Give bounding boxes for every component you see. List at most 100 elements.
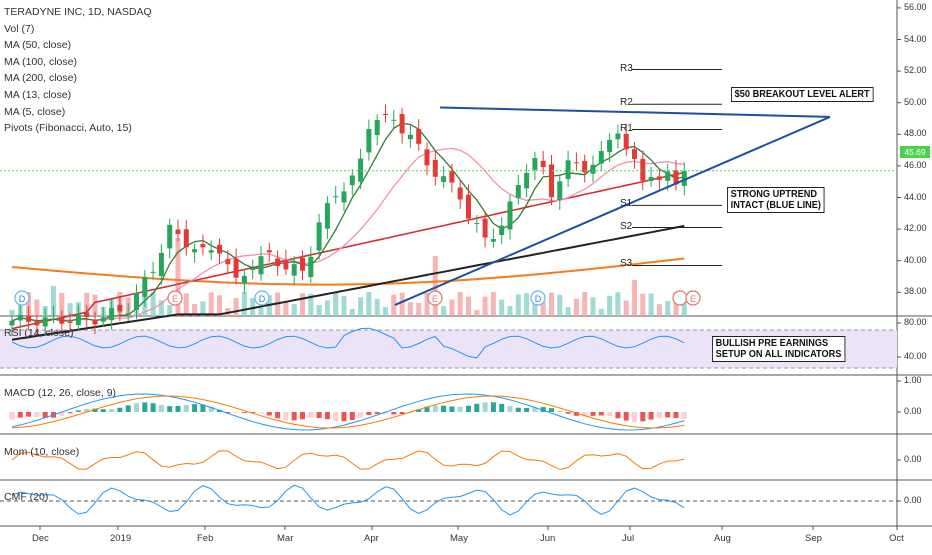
volume-bar	[183, 293, 189, 316]
study-ma5[interactable]: MA (5, close)	[4, 105, 66, 118]
macd-histogram-bar	[59, 412, 65, 417]
macd-histogram-bar	[17, 412, 23, 418]
dividend-marker[interactable]	[530, 290, 546, 306]
study-ma13[interactable]: MA (13, close)	[4, 88, 72, 101]
pivot-label-s3: S3	[620, 258, 633, 270]
study-ma200[interactable]: MA (200, close)	[4, 72, 77, 85]
macd-panel-label[interactable]: MACD (12, 26, close, 9)	[4, 387, 117, 399]
macd-histogram-bar	[241, 412, 247, 413]
bullish-note-line-2: SETUP ON ALL INDICATORS	[715, 349, 842, 360]
volume-bar	[84, 292, 90, 316]
earnings-marker[interactable]	[427, 290, 443, 306]
volume-bar	[532, 303, 538, 316]
breakout-alert-note[interactable]: $50 BREAKOUT LEVEL ALERT	[731, 87, 874, 102]
uptrend-note[interactable]: STRONG UPTREND INTACT (BLUE LINE)	[727, 187, 825, 213]
candle-body	[167, 224, 173, 249]
candle-body	[358, 158, 364, 182]
price-tick-label: 38.00	[904, 286, 927, 297]
study-pivots[interactable]: Pivots (Fibonacci, Auto, 15)	[4, 122, 132, 135]
macd-histogram-bar	[573, 412, 579, 416]
time-tick-label: Aug	[714, 533, 731, 544]
volume-bar	[607, 295, 613, 316]
earnings-marker[interactable]	[672, 290, 688, 306]
bullish-setup-note[interactable]: BULLISH PRE EARNINGS SETUP ON ALL INDICA…	[712, 336, 846, 362]
macd-signal-line	[11, 395, 685, 429]
macd-histogram-bar	[125, 405, 131, 412]
volume-bar	[582, 292, 588, 316]
volume-bar	[540, 302, 546, 316]
candle-body	[200, 243, 206, 248]
candle-body	[557, 181, 563, 200]
macd-histogram-bar	[474, 403, 480, 412]
mom-panel-label[interactable]: Mom (10, close)	[4, 446, 80, 458]
candle-body	[117, 304, 123, 312]
volume-bar	[233, 297, 239, 316]
price-tick-label: 48.00	[904, 128, 927, 139]
volume-bar	[308, 293, 314, 316]
volume-bar	[250, 298, 256, 316]
volume-bar	[407, 302, 413, 316]
indicator-tick-label: 1.00	[904, 375, 922, 385]
time-tick-label: Feb	[197, 533, 214, 544]
macd-histogram-bar	[673, 412, 679, 419]
volume-bar	[681, 295, 687, 316]
macd-histogram-bar	[34, 412, 40, 417]
candle-body	[598, 151, 604, 164]
symbol-title[interactable]: TERADYNE INC, 1D, NASDAQ	[4, 6, 152, 18]
macd-histogram-bar	[598, 412, 604, 416]
macd-histogram-bar	[590, 412, 596, 416]
candle-body	[42, 317, 48, 327]
rsi-panel-label[interactable]: RSI (14, close)	[4, 327, 74, 339]
macd-histogram-bar	[482, 402, 488, 412]
support-trendline[interactable]	[394, 116, 831, 306]
macd-histogram-bar	[167, 406, 173, 412]
volume-bar	[449, 299, 455, 316]
macd-histogram-bar	[142, 402, 148, 412]
volume-bar	[150, 292, 156, 316]
volume-bar	[474, 309, 480, 316]
price-tick-label: 44.00	[904, 191, 927, 202]
candle-body	[490, 239, 496, 242]
volume-bar	[300, 293, 305, 316]
macd-histogram-bar	[266, 412, 272, 416]
candle-body	[324, 203, 330, 229]
dividend-marker[interactable]	[14, 290, 30, 306]
volume-bar	[92, 294, 98, 316]
volume-bar	[67, 303, 73, 316]
cmf-panel-label[interactable]: CMF (20)	[4, 491, 49, 503]
candle-body	[532, 158, 538, 170]
earnings-marker[interactable]	[685, 290, 701, 306]
pivot-label-r1: R1	[620, 122, 633, 134]
volume-bar	[416, 303, 422, 316]
volume-bar	[26, 292, 32, 316]
candle-body	[9, 320, 15, 326]
macd-histogram-bar	[324, 412, 330, 420]
candle-body	[158, 252, 164, 277]
study-ma100[interactable]: MA (100, close)	[4, 55, 77, 68]
dividend-marker[interactable]	[254, 290, 270, 306]
macd-histogram-bar	[258, 412, 264, 414]
candle-body	[474, 223, 480, 225]
macd-histogram-bar	[158, 404, 164, 412]
macd-histogram-bar	[532, 407, 538, 412]
marker-letter: E	[172, 294, 178, 304]
volume-bar	[374, 298, 380, 316]
macd-histogram-bar	[117, 407, 123, 412]
macd-histogram-bar	[507, 406, 513, 412]
earnings-marker[interactable]	[167, 290, 183, 306]
candle-body	[416, 129, 422, 144]
study-ma50[interactable]: MA (50, close)	[4, 39, 72, 52]
resistance-trendline[interactable]	[439, 106, 831, 118]
candle-body	[84, 312, 90, 318]
candle-body	[291, 264, 297, 276]
volume-bar	[283, 301, 289, 316]
candle-body	[374, 120, 380, 136]
study-volume[interactable]: Vol (7)	[4, 22, 35, 35]
macd-histogram-bar	[615, 412, 621, 419]
macd-histogram-bar	[26, 412, 32, 417]
volume-bar	[640, 293, 646, 316]
candle-body	[565, 160, 571, 180]
macd-histogram-bar	[490, 402, 496, 412]
